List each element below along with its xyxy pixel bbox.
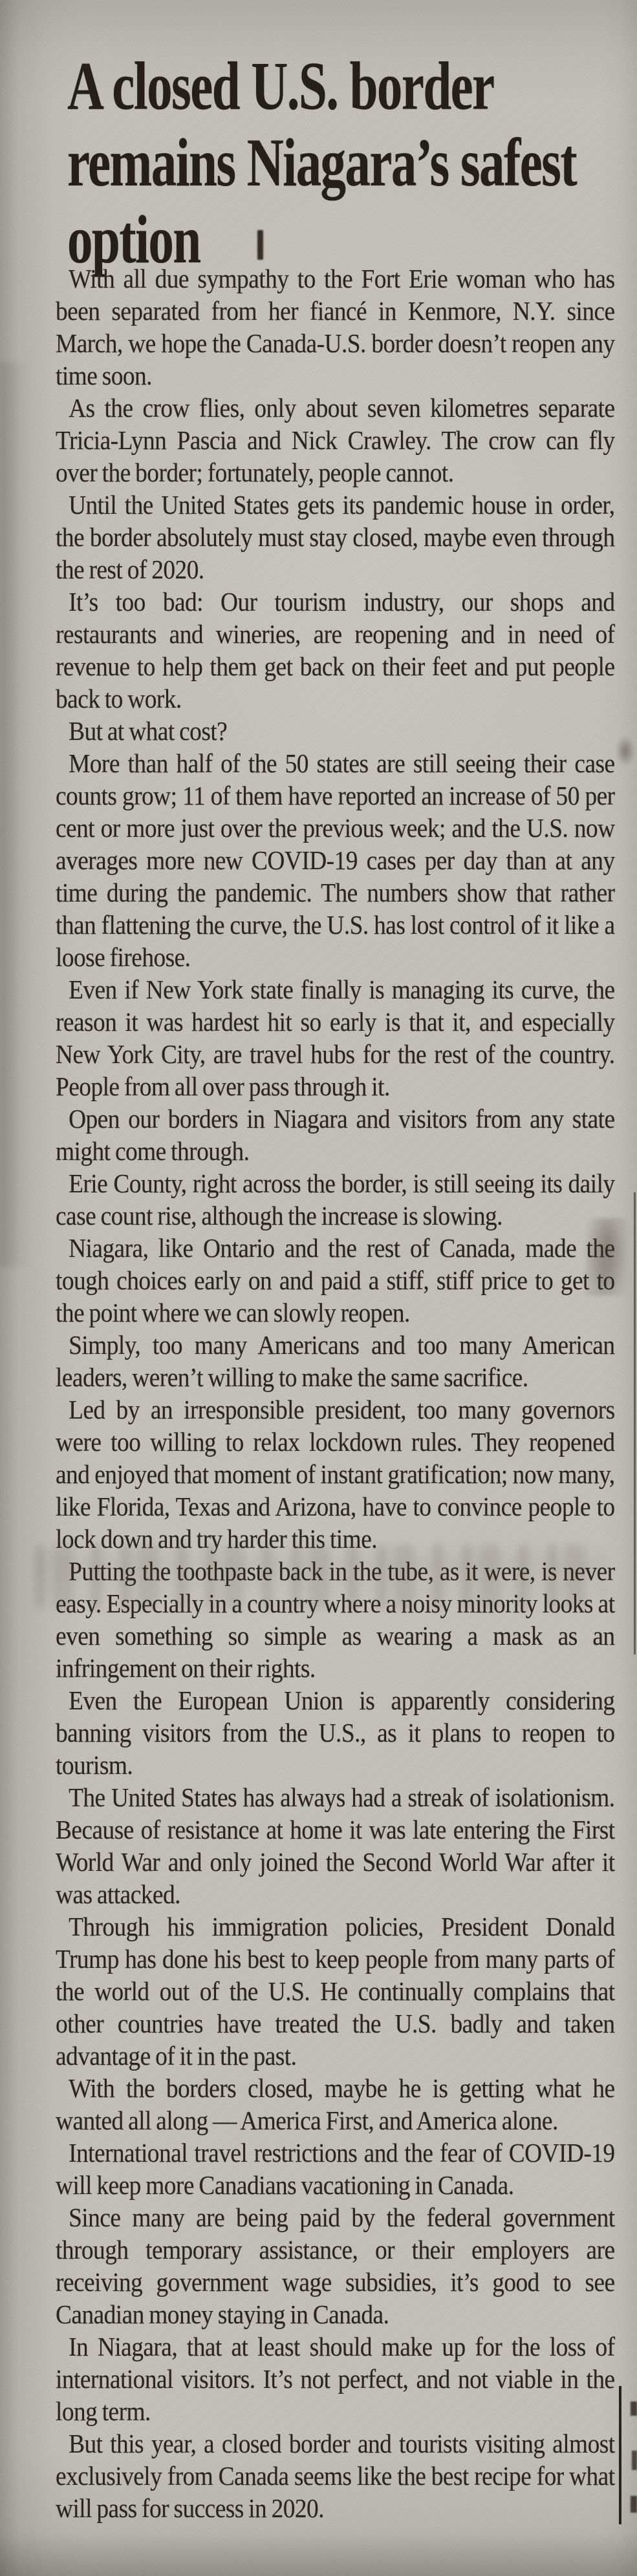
paragraph: Even if New York state finally is managi…	[56, 975, 615, 1101]
paragraph: In Niagara, that at least should make up…	[56, 2332, 615, 2426]
paragraph: Through his immigration policies, Presid…	[56, 1912, 615, 2071]
column-rule	[619, 2386, 621, 2524]
paragraph: Niagara, like Ontario and the rest of Ca…	[56, 1233, 615, 1327]
adjacent-column-fragment	[632, 2451, 637, 2470]
paragraph: Led by an irresponsible president, too m…	[56, 1395, 615, 1554]
headline: A closed U.S. border remains Niagara’s s…	[67, 48, 578, 278]
edge-shadow	[0, 2533, 637, 2576]
paragraph: As the crow flies, only about seven kilo…	[56, 393, 615, 487]
column-rule	[634, 1192, 636, 1654]
paragraph: With all due sympathy to the Fort Erie w…	[56, 264, 615, 390]
adjacent-column-fragment	[631, 2496, 637, 2513]
paragraph: Until the United States gets its pandemi…	[56, 490, 615, 584]
paragraph: Putting the toothpaste back in the tube,…	[56, 1556, 615, 1683]
paragraph: But at what cost?	[69, 716, 228, 746]
edge-shadow	[0, 362, 39, 1267]
paragraph: Simply, too many Americans and too many …	[56, 1330, 615, 1392]
adjacent-column-fragment	[631, 2402, 637, 2416]
paragraph: Even the European Union is apparently co…	[56, 1685, 615, 1780]
paragraph: It’s too bad: Our tourism industry, our …	[56, 587, 615, 713]
article-body: With all due sympathy to the Fort Erie w…	[56, 262, 615, 2524]
paragraph: Erie County, right across the border, is…	[56, 1168, 615, 1230]
ink-bleed-artifact	[616, 735, 635, 766]
paragraph: Open our borders in Niagara and visitors…	[56, 1104, 615, 1166]
paragraph: But this year, a closed border and touri…	[56, 2429, 615, 2523]
paragraph: Since many are being paid by the federal…	[56, 2202, 615, 2329]
paragraph: International travel restrictions and th…	[56, 2138, 615, 2200]
paragraph: With the borders closed, maybe he is get…	[56, 2073, 615, 2135]
paragraph: More than half of the 50 states are stil…	[56, 748, 615, 972]
paragraph: The United States has always had a strea…	[56, 1782, 615, 1909]
